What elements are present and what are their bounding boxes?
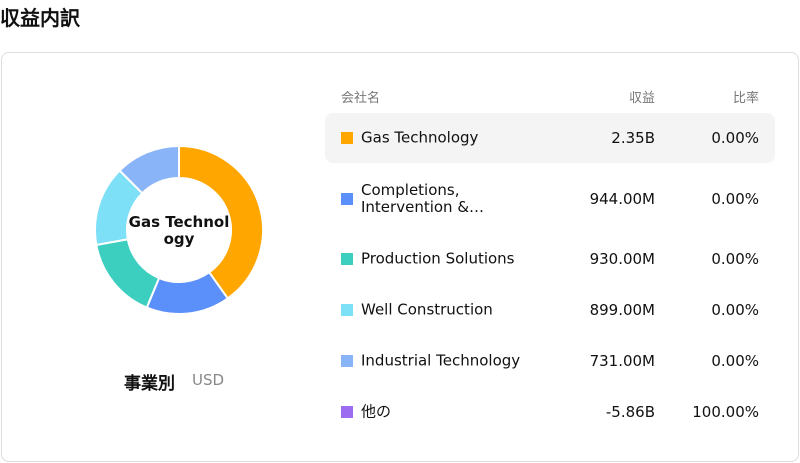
column-header: 会社名 — [341, 91, 381, 106]
row-revenue: 2.35B — [611, 129, 655, 147]
color-swatch — [341, 355, 353, 367]
unit-label: USD — [192, 371, 225, 389]
row-share: 0.00% — [711, 250, 759, 268]
donut-slice — [118, 144, 180, 195]
donut-slice — [178, 144, 264, 300]
row-name: Industrial Technology — [361, 351, 521, 370]
row-share: 0.00% — [711, 129, 759, 147]
color-swatch — [341, 253, 353, 265]
color-swatch — [341, 132, 353, 144]
donut-slice — [95, 238, 161, 309]
row-revenue: 731.00M — [589, 352, 655, 370]
center-label: Gas Technology — [128, 213, 230, 248]
column-header: 収益 — [628, 91, 655, 106]
table-row[interactable]: 他の -5.86B 100.00% — [325, 387, 775, 437]
row-revenue: 930.00M — [589, 250, 655, 268]
color-swatch — [341, 304, 353, 316]
card — [1, 52, 799, 462]
color-swatch — [341, 406, 353, 418]
row-name: 他の — [361, 402, 392, 421]
row-share: 100.00% — [692, 403, 759, 421]
table-row[interactable]: Completions, Intervention &… 944.00M 0.00% — [325, 174, 775, 224]
table-row[interactable]: Industrial Technology 731.00M 0.00% — [325, 336, 775, 386]
row-name: Completions, Intervention &… — [361, 181, 485, 216]
color-swatch — [341, 193, 353, 205]
row-revenue: -5.86B — [605, 403, 655, 421]
table-row[interactable]: Gas Technology 2.35B 0.00% — [325, 113, 775, 163]
row-name: Production Solutions — [361, 249, 515, 268]
column-header: 比率 — [732, 91, 759, 106]
table-row[interactable]: Well Construction 899.00M 0.00% — [325, 285, 775, 335]
page-title: 収益内訳 — [0, 6, 80, 30]
row-share: 0.00% — [711, 190, 759, 208]
table-row[interactable]: Production Solutions 930.00M 0.00% — [325, 234, 775, 284]
row-share: 0.00% — [711, 352, 759, 370]
row-share: 0.00% — [711, 301, 759, 319]
row-revenue: 899.00M — [589, 301, 655, 319]
row-name: Gas Technology — [361, 128, 479, 147]
row-revenue: 944.00M — [589, 190, 655, 208]
donut-chart — [94, 144, 264, 315]
chart-subtitle: 事業別 — [124, 374, 175, 394]
row-name: Well Construction — [361, 300, 493, 319]
